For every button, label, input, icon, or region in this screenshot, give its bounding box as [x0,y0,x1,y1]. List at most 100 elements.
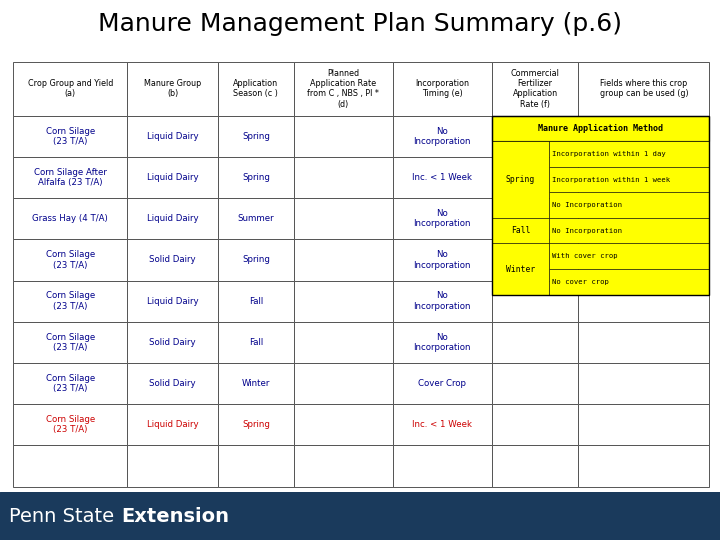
Text: Fall: Fall [248,296,263,306]
Text: Winter: Winter [506,265,535,274]
Bar [294,239,393,281]
Bar [294,62,393,116]
Text: Liquid Dairy: Liquid Dairy [147,173,199,182]
Text: Spring: Spring [242,420,270,429]
Bar [127,363,218,404]
Bar [578,281,709,322]
Text: Solid Dairy: Solid Dairy [149,255,196,265]
Text: Liquid Dairy: Liquid Dairy [147,132,199,141]
Text: Manure Group
(b): Manure Group (b) [144,79,202,98]
Bar [393,62,492,116]
Text: No
Incorporation: No Incorporation [413,209,471,228]
Text: Solid Dairy: Solid Dairy [149,338,196,347]
Bar [393,198,492,239]
Text: With cover crop: With cover crop [552,253,618,259]
Text: Manure Application Method: Manure Application Method [538,124,663,133]
Bar [127,446,218,487]
Bar [13,281,127,322]
Text: Corn Silage After
Alfalfa (23 T/A): Corn Silage After Alfalfa (23 T/A) [34,168,107,187]
Bar [13,239,127,281]
Bar [127,404,218,446]
Text: No
Incorporation: No Incorporation [413,333,471,352]
Bar [393,322,492,363]
Bar [549,269,709,294]
Bar [578,446,709,487]
Text: Corn Silage
(23 T/A): Corn Silage (23 T/A) [45,292,95,311]
Text: Corn Silage
(23 T/A): Corn Silage (23 T/A) [45,333,95,352]
Bar [549,167,709,192]
Bar [127,62,218,116]
Text: Manure Management Plan Summary (p.6): Manure Management Plan Summary (p.6) [98,12,622,36]
Bar [127,198,218,239]
Bar [393,157,492,198]
Bar [294,363,393,404]
Bar [492,116,709,141]
Bar [549,192,709,218]
Text: Corn Silage
(23 T/A): Corn Silage (23 T/A) [45,374,95,393]
Bar [492,218,549,244]
Bar [578,322,709,363]
Text: Liquid Dairy: Liquid Dairy [147,296,199,306]
Bar [218,446,294,487]
Bar [13,116,127,157]
Bar [218,281,294,322]
Text: Spring: Spring [242,255,270,265]
Bar [218,322,294,363]
Bar [578,404,709,446]
Text: No
Incorporation: No Incorporation [413,250,471,269]
Bar [492,239,578,281]
Text: Spring: Spring [242,173,270,182]
Text: No
Incorporation: No Incorporation [413,292,471,311]
Bar [13,446,127,487]
Bar [13,404,127,446]
Text: Inc. < 1 Week: Inc. < 1 Week [413,420,472,429]
Bar [393,116,492,157]
Bar [218,239,294,281]
Text: No cover crop: No cover crop [552,279,609,285]
Bar [578,198,709,239]
Bar [13,322,127,363]
Text: Inc. < 1 Week: Inc. < 1 Week [413,173,472,182]
Bar [13,363,127,404]
Text: Incorporation within 1 day: Incorporation within 1 day [552,151,666,157]
Text: Liquid Dairy: Liquid Dairy [147,214,199,223]
FancyBboxPatch shape [0,492,720,540]
Bar [218,198,294,239]
Bar [492,116,578,157]
Text: Crop Group and Yield
(a): Crop Group and Yield (a) [27,79,113,98]
Bar [578,62,709,116]
Bar [218,363,294,404]
Text: Spring: Spring [506,175,535,184]
Bar [294,157,393,198]
Text: Corn Silage
(23 T/A): Corn Silage (23 T/A) [45,127,95,146]
Bar [294,116,393,157]
Bar [492,446,578,487]
Text: Solid Dairy: Solid Dairy [149,379,196,388]
Text: Cover Crop: Cover Crop [418,379,467,388]
Text: Liquid Dairy: Liquid Dairy [147,420,199,429]
Bar [578,116,709,157]
Text: Fall: Fall [511,226,531,235]
Text: No
Incorporation: No Incorporation [413,127,471,146]
Text: Penn State: Penn State [9,507,121,526]
Bar [294,322,393,363]
Bar [13,198,127,239]
Text: Extension: Extension [121,507,229,526]
Text: Corn Silage
(23 T/A): Corn Silage (23 T/A) [45,415,95,435]
Bar [578,157,709,198]
Bar [127,116,218,157]
Text: Commercial
Fertilizer
Application
Rate (f): Commercial Fertilizer Application Rate (… [510,69,559,109]
Bar [578,239,709,281]
Bar [393,363,492,404]
Text: Winter: Winter [242,379,270,388]
Bar [393,281,492,322]
Bar [492,404,578,446]
Text: No Incorporation: No Incorporation [552,202,622,208]
Bar [549,218,709,244]
Text: Incorporation
Timing (e): Incorporation Timing (e) [415,79,469,98]
Bar [492,198,578,239]
Text: No Incorporation: No Incorporation [552,228,622,234]
Text: Application
Season (c ): Application Season (c ) [233,79,279,98]
Text: Incorporation within 1 week: Incorporation within 1 week [552,177,670,183]
Bar [492,322,578,363]
